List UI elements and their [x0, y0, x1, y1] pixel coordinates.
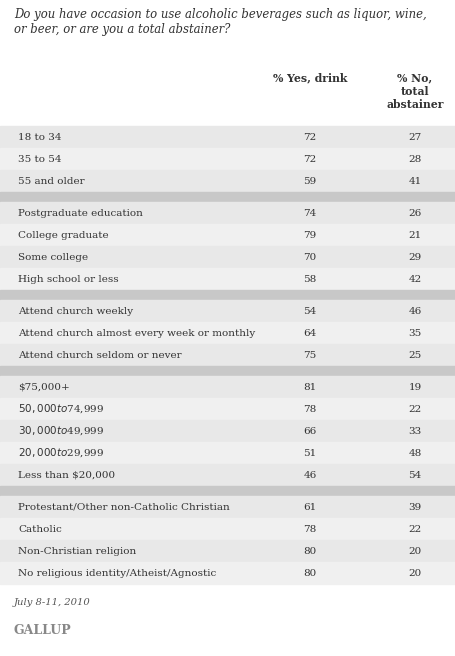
Text: 39: 39: [408, 502, 421, 512]
Text: 55 and older: 55 and older: [18, 176, 85, 186]
Bar: [0, 366, 455, 376]
Text: 54: 54: [408, 470, 421, 480]
Bar: [0, 290, 455, 300]
Text: GALLUP: GALLUP: [14, 624, 71, 637]
Bar: [0, 442, 455, 464]
Text: $75,000+: $75,000+: [18, 382, 70, 392]
Text: 72: 72: [303, 133, 316, 142]
Bar: [0, 398, 455, 420]
Text: % Yes, drink: % Yes, drink: [272, 72, 346, 83]
Text: July 8-11, 2010: July 8-11, 2010: [14, 598, 91, 607]
Text: 46: 46: [408, 306, 421, 316]
Bar: [0, 170, 455, 192]
Text: 78: 78: [303, 525, 316, 533]
Text: 61: 61: [303, 502, 316, 512]
Text: 80: 80: [303, 546, 316, 556]
Text: 59: 59: [303, 176, 316, 186]
Text: 70: 70: [303, 253, 316, 262]
Text: 26: 26: [408, 209, 421, 218]
Text: 20: 20: [408, 569, 421, 577]
Text: 64: 64: [303, 329, 316, 337]
Text: 79: 79: [303, 230, 316, 239]
Bar: [0, 224, 455, 246]
Text: Less than $20,000: Less than $20,000: [18, 470, 115, 480]
Text: 18 to 34: 18 to 34: [18, 133, 61, 142]
Text: 78: 78: [303, 405, 316, 413]
Bar: [0, 268, 455, 290]
Text: 80: 80: [303, 569, 316, 577]
Text: Do you have occasion to use alcoholic beverages such as liquor, wine,
or beer, o: Do you have occasion to use alcoholic be…: [14, 8, 426, 36]
Text: Catholic: Catholic: [18, 525, 61, 533]
Bar: [0, 518, 455, 540]
Text: 19: 19: [408, 382, 421, 392]
Bar: [0, 202, 455, 224]
Bar: [0, 464, 455, 486]
Text: 74: 74: [303, 209, 316, 218]
Text: 25: 25: [408, 350, 421, 359]
Text: % No,
total
abstainer: % No, total abstainer: [385, 72, 443, 110]
Text: $20,000 to $29,999: $20,000 to $29,999: [18, 447, 104, 459]
Text: 22: 22: [408, 525, 421, 533]
Bar: [0, 562, 455, 584]
Text: 33: 33: [408, 426, 421, 436]
Text: High school or less: High school or less: [18, 274, 118, 283]
Text: College graduate: College graduate: [18, 230, 108, 239]
Text: 28: 28: [408, 155, 421, 163]
Text: 81: 81: [303, 382, 316, 392]
Text: 66: 66: [303, 426, 316, 436]
Text: Attend church weekly: Attend church weekly: [18, 306, 133, 316]
Bar: [0, 300, 455, 322]
Bar: [0, 148, 455, 170]
Text: 35 to 54: 35 to 54: [18, 155, 61, 163]
Text: 54: 54: [303, 306, 316, 316]
Text: Postgraduate education: Postgraduate education: [18, 209, 142, 218]
Text: 46: 46: [303, 470, 316, 480]
Text: $50,000 to $74,999: $50,000 to $74,999: [18, 403, 104, 415]
Bar: [0, 376, 455, 398]
Text: Protestant/Other non-Catholic Christian: Protestant/Other non-Catholic Christian: [18, 502, 229, 512]
Text: 72: 72: [303, 155, 316, 163]
Bar: [0, 540, 455, 562]
Bar: [0, 486, 455, 496]
Text: 22: 22: [408, 405, 421, 413]
Bar: [0, 192, 455, 202]
Text: 51: 51: [303, 449, 316, 457]
Bar: [0, 496, 455, 518]
Text: 29: 29: [408, 253, 421, 262]
Text: Some college: Some college: [18, 253, 88, 262]
Text: 20: 20: [408, 546, 421, 556]
Text: No religious identity/Atheist/Agnostic: No religious identity/Atheist/Agnostic: [18, 569, 216, 577]
Text: 58: 58: [303, 274, 316, 283]
Bar: [0, 344, 455, 366]
Bar: [0, 322, 455, 344]
Text: 42: 42: [408, 274, 421, 283]
Text: 35: 35: [408, 329, 421, 337]
Text: Non-Christian religion: Non-Christian religion: [18, 546, 136, 556]
Text: 75: 75: [303, 350, 316, 359]
Text: $30,000 to $49,999: $30,000 to $49,999: [18, 424, 104, 438]
Bar: [0, 420, 455, 442]
Text: 27: 27: [408, 133, 421, 142]
Text: Attend church seldom or never: Attend church seldom or never: [18, 350, 181, 359]
Text: 21: 21: [408, 230, 421, 239]
Text: 48: 48: [408, 449, 421, 457]
Bar: [0, 126, 455, 148]
Text: 41: 41: [408, 176, 421, 186]
Bar: [0, 246, 455, 268]
Text: Attend church almost every week or monthly: Attend church almost every week or month…: [18, 329, 255, 337]
